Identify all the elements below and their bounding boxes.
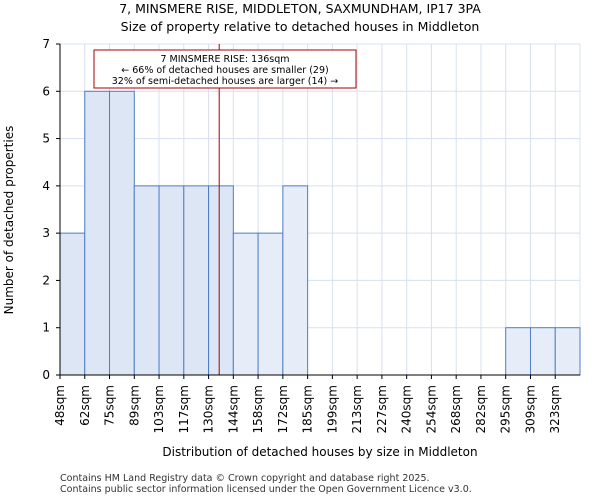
y-tick-label: 5 bbox=[42, 132, 50, 146]
y-tick-label: 1 bbox=[42, 321, 50, 335]
y-tick-label: 7 bbox=[42, 37, 50, 51]
x-tick-label: 213sqm bbox=[350, 385, 364, 433]
annotation-line-1: 7 MINSMERE RISE: 136sqm bbox=[160, 54, 289, 65]
bar bbox=[158, 185, 185, 376]
x-tick-label: 48sqm bbox=[53, 385, 67, 426]
x-axis-label: Distribution of detached houses by size … bbox=[162, 445, 477, 459]
bar bbox=[208, 185, 234, 376]
y-tick-label: 0 bbox=[42, 368, 50, 382]
bar bbox=[257, 232, 284, 376]
bar bbox=[109, 90, 135, 376]
bars bbox=[59, 90, 581, 376]
annotation-line-2: ← 66% of detached houses are smaller (29… bbox=[121, 65, 328, 76]
x-tick-label: 254sqm bbox=[424, 385, 438, 433]
bar bbox=[529, 327, 556, 376]
bar bbox=[554, 327, 581, 376]
chart-title: 7, MINSMERE RISE, MIDDLETON, SAXMUNDHAM,… bbox=[119, 1, 481, 16]
bar bbox=[84, 90, 111, 376]
y-tick-label: 2 bbox=[42, 273, 50, 287]
annotation-box bbox=[93, 49, 357, 89]
x-tick-label: 158sqm bbox=[251, 385, 265, 433]
x-tick-labels: 48sqm 62sqm 75sqm 89sqm 103sqm 117sqm 130sqm 14… bbox=[53, 375, 562, 433]
bar bbox=[505, 327, 531, 376]
x-tick-label: 282sqm bbox=[474, 385, 488, 433]
x-tick-label: 62sqm bbox=[78, 385, 92, 426]
x-tick-label: 240sqm bbox=[400, 385, 414, 433]
x-tick-label: 185sqm bbox=[301, 385, 315, 433]
x-tick-label: 144sqm bbox=[226, 385, 240, 433]
axes bbox=[59, 44, 580, 376]
y-tick-labels: 0 1 2 3 4 5 6 7 bbox=[42, 37, 60, 382]
x-tick-label: 268sqm bbox=[449, 385, 463, 433]
y-tick-label: 6 bbox=[42, 84, 50, 98]
footer-line-1: Contains HM Land Registry data © Crown c… bbox=[60, 473, 430, 484]
x-tick-label: 117sqm bbox=[177, 385, 191, 433]
bar bbox=[183, 185, 210, 376]
x-tick-label: 199sqm bbox=[325, 385, 339, 433]
x-tick-label: 323sqm bbox=[548, 385, 562, 433]
x-tick-label: 103sqm bbox=[152, 385, 166, 433]
bar bbox=[232, 232, 259, 376]
footer-line-2: Contains public sector information licen… bbox=[60, 484, 472, 495]
chart-subtitle: Size of property relative to detached ho… bbox=[121, 19, 480, 34]
bar bbox=[59, 232, 86, 376]
y-tick-label: 3 bbox=[42, 226, 50, 240]
x-tick-label: 89sqm bbox=[127, 385, 141, 426]
y-axis-label: Number of detached properties bbox=[2, 126, 16, 315]
x-tick-label: 227sqm bbox=[375, 385, 389, 433]
x-tick-label: 75sqm bbox=[103, 385, 117, 426]
x-tick-label: 130sqm bbox=[202, 385, 216, 433]
annotation-line-3: 32% of semi-detached houses are larger (… bbox=[112, 76, 339, 87]
x-tick-label: 172sqm bbox=[276, 385, 290, 433]
annotation: 7 MINSMERE RISE: 136sqm ← 66% of detache… bbox=[93, 49, 357, 89]
bar bbox=[282, 185, 309, 376]
y-tick-label: 4 bbox=[42, 179, 50, 193]
x-tick-label: 295sqm bbox=[499, 385, 513, 433]
bar bbox=[133, 185, 160, 376]
x-tick-label: 309sqm bbox=[523, 385, 537, 433]
